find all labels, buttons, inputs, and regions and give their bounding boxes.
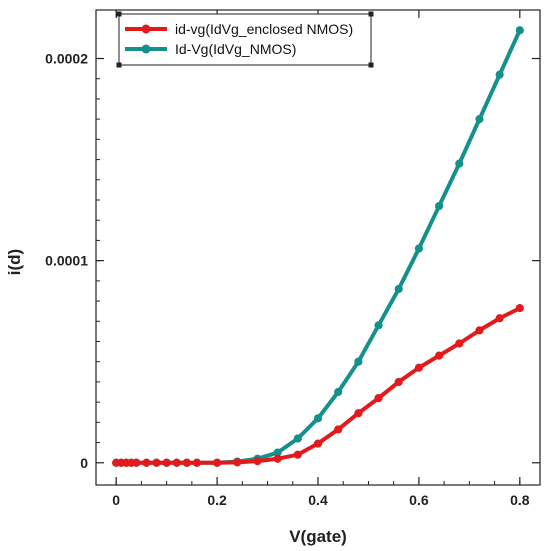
series-1-point — [354, 409, 363, 418]
series-1-point — [293, 450, 302, 459]
series-1-point — [475, 326, 484, 335]
x-tick-label: 0.2 — [207, 492, 227, 508]
y-tick-label: 0 — [80, 455, 88, 471]
series-1-point — [374, 393, 383, 403]
x-tick-label: 0.6 — [409, 492, 429, 508]
series-1-point — [414, 363, 424, 372]
plot-frame — [95, 9, 541, 486]
series-line-2 — [114, 28, 522, 465]
legend-label: Id-Vg(IdVg_NMOS) — [175, 41, 296, 57]
series-1-point — [434, 351, 444, 360]
legend-corner-handle — [116, 11, 122, 17]
plot-layer: 0 0.2 0.4 0.6 0.8 0 0.0001 0.0002 id-vg(IdVg_enc… — [45, 9, 541, 508]
series-1-point — [182, 458, 191, 467]
series-2-point — [313, 414, 323, 423]
series-1-point — [212, 458, 222, 467]
legend-corner-handle — [368, 62, 374, 68]
series-2-point — [414, 244, 424, 253]
legend: id-vg(IdVg_enclosed NMOS) Id-Vg(IdVg_NMOS… — [116, 11, 374, 68]
y-axis-title: i(d) — [5, 249, 24, 275]
series-1-point — [394, 377, 403, 387]
series-1-point — [192, 458, 202, 467]
x-tick-label: 0.8 — [510, 492, 530, 508]
series-2-point — [434, 201, 444, 211]
series-1-point — [132, 458, 141, 467]
legend-swatch-marker — [141, 24, 151, 34]
legend-swatch-marker — [141, 44, 151, 54]
series-1-point — [152, 458, 161, 467]
series-1-point — [172, 458, 181, 467]
series-2-point — [354, 357, 363, 366]
series-1-point — [233, 458, 242, 467]
series-1-point — [334, 425, 343, 434]
series-1-point — [495, 314, 504, 323]
series-2-point — [334, 387, 343, 397]
series-1-point — [313, 439, 323, 448]
series-1-point — [273, 454, 282, 463]
series-2-point — [495, 70, 504, 79]
legend-corner-handle — [368, 11, 374, 17]
series-2-point — [293, 434, 302, 443]
series-2-point — [394, 284, 403, 294]
x-tick-label: 0.4 — [308, 492, 328, 508]
legend-label: id-vg(IdVg_enclosed NMOS) — [175, 21, 353, 37]
series-2-point — [475, 115, 484, 124]
series-1-point — [142, 458, 151, 467]
series-2-point — [455, 159, 464, 168]
legend-corner-handle — [116, 62, 122, 68]
series-2-point — [515, 26, 524, 35]
series-1-point — [455, 339, 464, 348]
y-tick-label: 0.0002 — [45, 51, 88, 67]
series-2-point — [374, 321, 383, 330]
series-1-point — [162, 458, 171, 467]
series-1-point — [515, 304, 524, 313]
x-axis-title: V(gate) — [289, 527, 347, 546]
legend-box — [118, 13, 372, 66]
series-1-point — [253, 457, 262, 466]
y-tick-label: 0.0001 — [45, 253, 88, 269]
x-tick-label: 0 — [112, 492, 120, 508]
